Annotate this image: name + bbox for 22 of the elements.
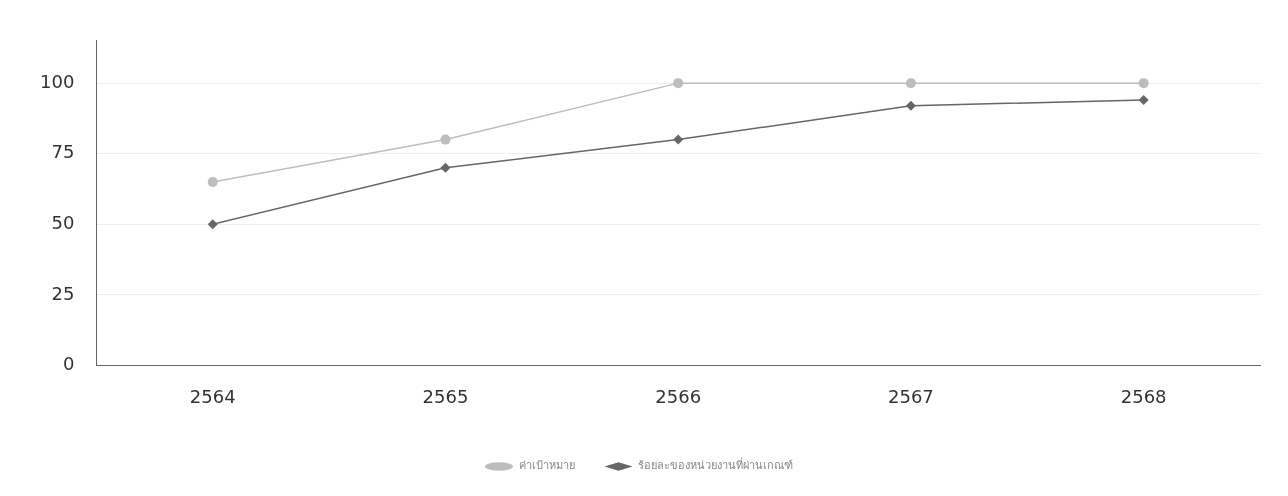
y-tick-label: 75 bbox=[51, 141, 75, 163]
point bbox=[440, 162, 451, 173]
point bbox=[207, 219, 218, 230]
point bbox=[207, 176, 218, 187]
point bbox=[440, 134, 451, 145]
legend-label: ร้อยละของหน่วยงานที่ผ่านเกณฑ์ bbox=[638, 457, 793, 473]
point bbox=[905, 100, 916, 111]
point bbox=[905, 78, 916, 89]
x-tick-label: 2567 bbox=[888, 385, 934, 407]
legend-label: ค่าเป้าหมาย bbox=[518, 459, 575, 473]
point bbox=[1138, 95, 1149, 106]
point bbox=[1138, 78, 1149, 89]
y-tick-label: 0 bbox=[62, 353, 75, 375]
x-tick-label: 2564 bbox=[189, 385, 236, 407]
x-tick-label: 2568 bbox=[1120, 385, 1167, 407]
y-tick-label: 25 bbox=[51, 282, 75, 304]
x-tick-label: 2565 bbox=[422, 385, 469, 407]
point bbox=[673, 134, 684, 145]
y-tick-label: 50 bbox=[51, 211, 75, 233]
y-tick-label: 100 bbox=[40, 70, 75, 92]
point bbox=[673, 78, 684, 89]
x-tick-label: 2566 bbox=[655, 385, 702, 407]
